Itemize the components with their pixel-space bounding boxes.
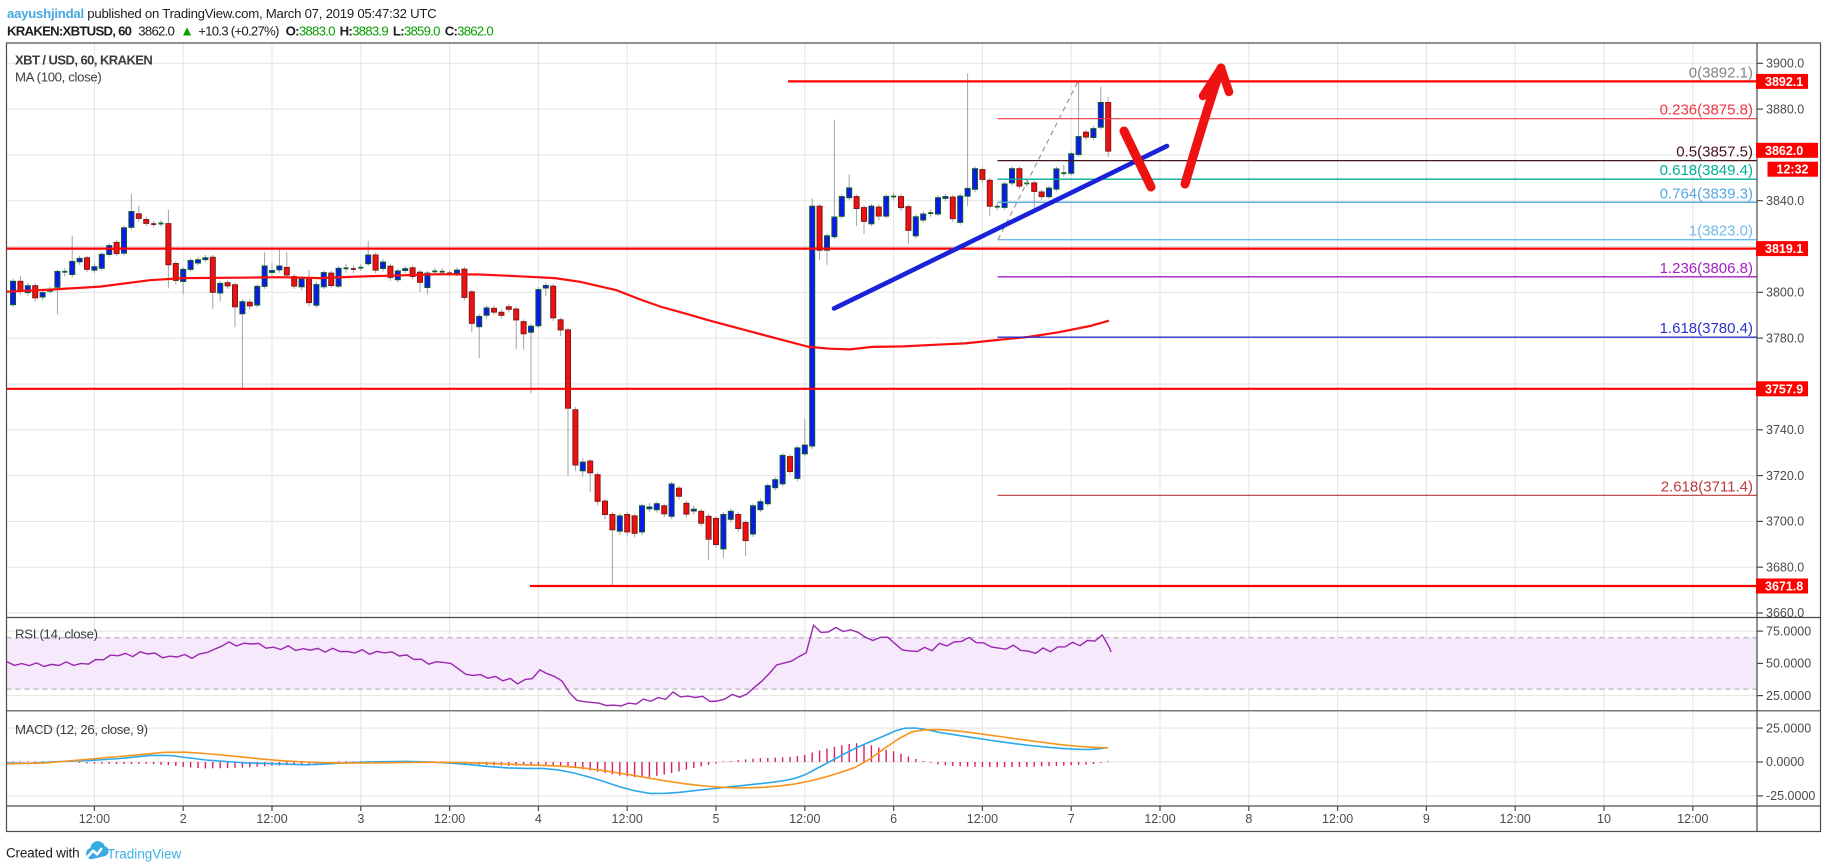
- svg-text:1(3823.0): 1(3823.0): [1689, 223, 1753, 240]
- svg-text:12:00: 12:00: [967, 812, 998, 826]
- svg-text:12:00: 12:00: [789, 812, 820, 826]
- svg-text:RSI (14, close): RSI (14, close): [15, 627, 98, 642]
- svg-text:0.236(3875.8): 0.236(3875.8): [1660, 102, 1753, 119]
- svg-text:3780.0: 3780.0: [1766, 331, 1804, 345]
- svg-text:9: 9: [1423, 812, 1430, 826]
- svg-text:12:00: 12:00: [256, 812, 287, 826]
- svg-text:12:00: 12:00: [612, 812, 643, 826]
- svg-text:3720.0: 3720.0: [1766, 469, 1804, 483]
- svg-text:7: 7: [1068, 812, 1075, 826]
- svg-text:12:00: 12:00: [1144, 812, 1175, 826]
- svg-text:25.0000: 25.0000: [1766, 689, 1811, 703]
- svg-text:3819.1: 3819.1: [1765, 242, 1803, 256]
- svg-text:3740.0: 3740.0: [1766, 423, 1804, 437]
- svg-text:0.5(3857.5): 0.5(3857.5): [1676, 144, 1753, 161]
- svg-text:TradingView: TradingView: [107, 847, 182, 862]
- svg-text:3840.0: 3840.0: [1766, 194, 1804, 208]
- svg-text:2.618(3711.4): 2.618(3711.4): [1661, 478, 1753, 495]
- svg-text:MA (100, close): MA (100, close): [15, 70, 101, 85]
- svg-text:75.0000: 75.0000: [1766, 624, 1811, 638]
- svg-text:6: 6: [890, 812, 897, 826]
- svg-text:12:00: 12:00: [1500, 812, 1531, 826]
- svg-text:0.764(3839.3): 0.764(3839.3): [1660, 185, 1753, 202]
- svg-text:5: 5: [713, 812, 720, 826]
- svg-text:1.236(3806.8): 1.236(3806.8): [1660, 260, 1753, 277]
- svg-text:0.618(3849.4): 0.618(3849.4): [1660, 162, 1753, 179]
- svg-text:2: 2: [180, 812, 187, 826]
- svg-text:3800.0: 3800.0: [1766, 286, 1804, 300]
- svg-text:12:00: 12:00: [1677, 812, 1708, 826]
- svg-text:1.618(3780.4): 1.618(3780.4): [1660, 320, 1753, 337]
- svg-text:12:00: 12:00: [434, 812, 465, 826]
- svg-text:3892.1: 3892.1: [1765, 75, 1803, 89]
- svg-text:MACD (12, 26, close, 9): MACD (12, 26, close, 9): [15, 722, 148, 737]
- svg-text:3900.0: 3900.0: [1766, 57, 1804, 71]
- svg-text:3: 3: [357, 812, 364, 826]
- svg-text:12:00: 12:00: [79, 812, 110, 826]
- svg-text:3671.8: 3671.8: [1765, 580, 1803, 594]
- svg-text:12:00: 12:00: [1322, 812, 1353, 826]
- svg-text:3680.0: 3680.0: [1766, 560, 1804, 574]
- svg-text:-25.0000: -25.0000: [1766, 789, 1815, 803]
- svg-text:12:32: 12:32: [1777, 163, 1809, 177]
- svg-text:XBT / USD, 60, KRAKEN: XBT / USD, 60, KRAKEN: [15, 53, 152, 68]
- svg-text:aayushjindal published on Trad: aayushjindal published on TradingView.co…: [7, 6, 437, 21]
- svg-text:Created with: Created with: [6, 846, 79, 861]
- svg-text:0(3892.1): 0(3892.1): [1689, 64, 1753, 81]
- svg-text:25.0000: 25.0000: [1766, 721, 1811, 735]
- svg-text:3880.0: 3880.0: [1766, 102, 1804, 116]
- svg-text:10: 10: [1597, 812, 1611, 826]
- svg-text:3700.0: 3700.0: [1766, 515, 1804, 529]
- svg-text:8: 8: [1245, 812, 1252, 826]
- svg-text:3660.0: 3660.0: [1766, 606, 1804, 620]
- svg-text:3757.9: 3757.9: [1765, 382, 1803, 396]
- svg-text:50.0000: 50.0000: [1766, 657, 1811, 671]
- svg-text:3862.0: 3862.0: [1765, 144, 1803, 158]
- svg-text:4: 4: [535, 812, 542, 826]
- svg-text:0.0000: 0.0000: [1766, 755, 1804, 769]
